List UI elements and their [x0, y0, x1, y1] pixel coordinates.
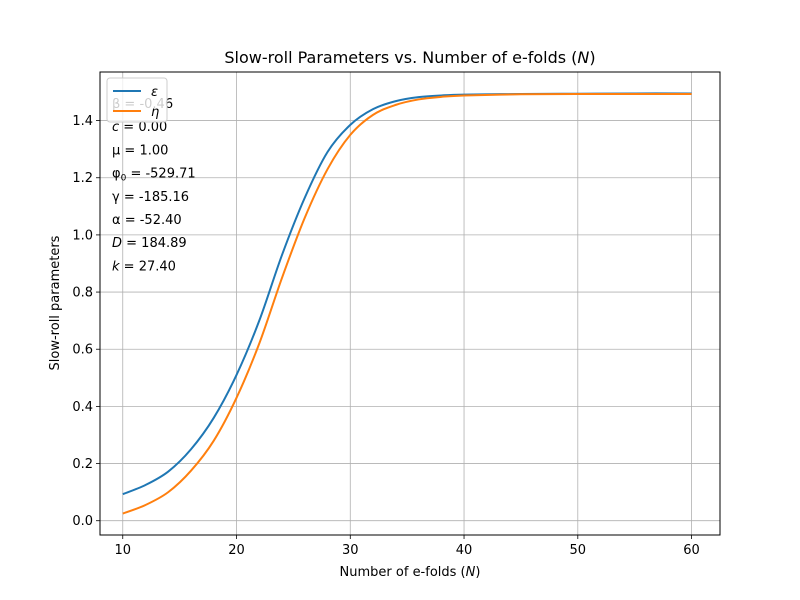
legend: ε η: [106, 77, 168, 123]
x-tick-label: 60: [683, 543, 700, 558]
ticks: 10 20 30 40 50 60 0.0 0.2 0.4 0.6 0.8 1.0 1.2 1.4: [72, 114, 700, 558]
y-tick-label: 0.6: [72, 343, 93, 358]
x-axis-label: Number of e-folds (N): [340, 565, 481, 580]
y-axis-label: Slow-roll parameters: [48, 235, 63, 370]
parameter-label: φ0 = -529.71: [112, 167, 196, 184]
legend-label-eta: η: [151, 105, 159, 120]
grid: [100, 72, 720, 535]
parameter-label: α = -52.40: [112, 213, 182, 228]
y-tick-label: 1.0: [72, 228, 93, 243]
y-tick-label: 1.4: [72, 114, 93, 129]
y-tick-label: 0.4: [72, 400, 93, 415]
y-tick-label: 1.2: [72, 171, 93, 186]
parameter-label: μ = 1.00: [112, 143, 168, 158]
x-tick-label: 50: [570, 543, 587, 558]
chart-title: Slow-roll Parameters vs. Number of e-fol…: [224, 48, 595, 67]
parameter-label: c = 0.00: [112, 120, 167, 135]
y-tick-label: 0.2: [72, 457, 93, 472]
y-tick-label: 0.8: [72, 286, 93, 301]
legend-label-epsilon: ε: [151, 85, 158, 100]
parameter-label: k = 27.40: [112, 259, 176, 274]
parameter-label: γ = -185.16: [112, 190, 189, 205]
parameter-label: D = 184.89: [112, 236, 187, 251]
y-tick-label: 0.0: [72, 514, 93, 529]
x-tick-label: 20: [228, 543, 245, 558]
x-tick-label: 30: [342, 543, 359, 558]
series-line-eta: [122, 92, 692, 515]
plot-frame: [99, 71, 721, 536]
x-tick-label: 10: [114, 543, 131, 558]
series-lines: [122, 92, 692, 515]
x-tick-label: 40: [456, 543, 473, 558]
